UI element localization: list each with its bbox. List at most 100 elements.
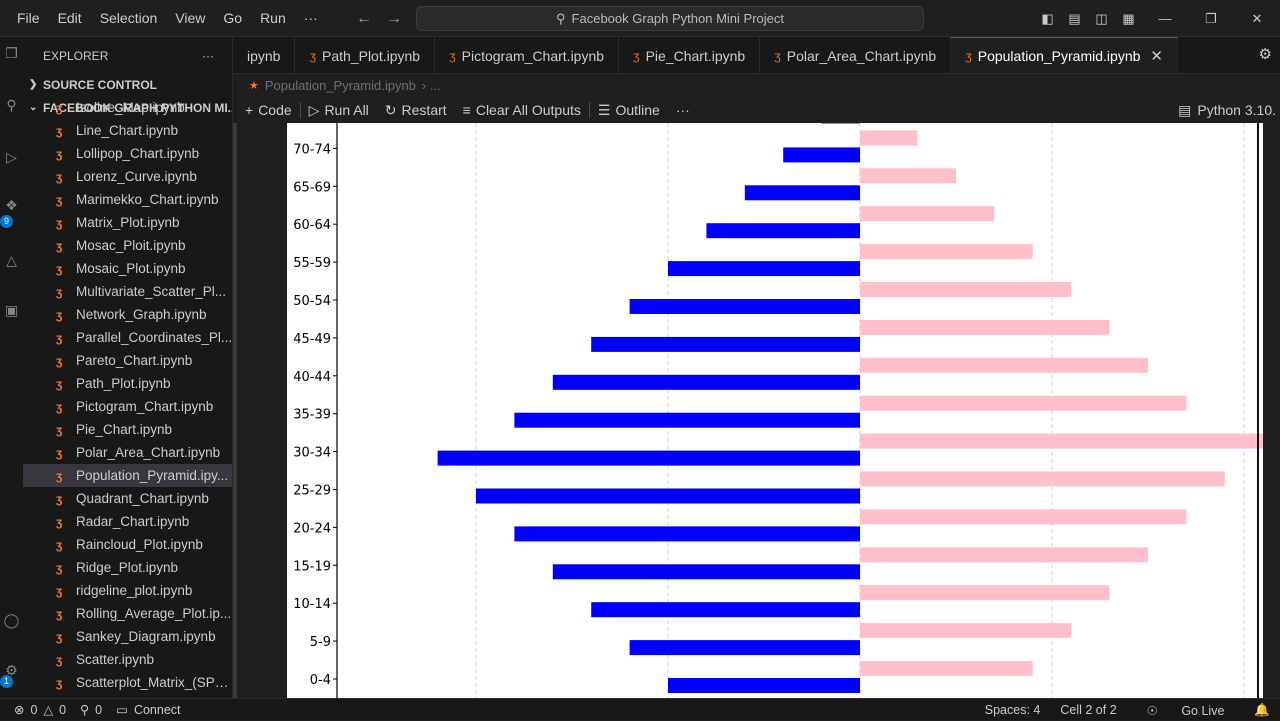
settings-gear-icon[interactable]: ⚙ bbox=[5, 662, 18, 678]
project-folder-section[interactable]: ⌄ FACEBOOK GRAPH PYTHON MI... bbox=[23, 96, 232, 119]
menu-item[interactable]: Go bbox=[223, 9, 243, 26]
toggle-panel-icon[interactable]: ▤ bbox=[1068, 10, 1081, 26]
nav-arrows: ← → bbox=[356, 0, 402, 37]
file-name: Pareto_Chart.ipynb bbox=[76, 353, 193, 368]
breadcrumb-file[interactable]: Population_Pyramid.ipynb bbox=[264, 78, 416, 93]
jupyter-file-icon: ʒ bbox=[56, 606, 63, 621]
forward-arrow-icon[interactable]: → bbox=[386, 9, 402, 27]
file-item[interactable]: ʒ Pareto_Chart.ipynb bbox=[23, 349, 232, 372]
file-item[interactable]: ʒ Pie_Chart.ipynb bbox=[23, 418, 232, 441]
file-name: Radar_Chart.ipynb bbox=[76, 514, 190, 529]
restore-icon[interactable]: ❐ bbox=[1205, 10, 1217, 26]
back-arrow-icon[interactable]: ← bbox=[356, 9, 372, 27]
source-control-section[interactable]: ❯ SOURCE CONTROL bbox=[23, 73, 157, 96]
bar-female bbox=[860, 395, 1187, 411]
file-item[interactable]: ʒ Matrix_Plot.ipynb bbox=[23, 211, 232, 234]
bar-male bbox=[668, 261, 860, 277]
menu-item[interactable]: ··· bbox=[303, 9, 318, 26]
command-center-search[interactable]: ⚲ Facebook Graph Python Mini Project bbox=[416, 6, 924, 31]
editor-tab[interactable]: ʒ Pie_Chart.ipynb bbox=[619, 37, 761, 73]
clear-outputs-button[interactable]: ≡ Clear All Outputs bbox=[455, 102, 589, 118]
file-item[interactable]: ʒ Ridge_Plot.ipynb bbox=[23, 556, 232, 579]
file-item[interactable]: ʒ Scatterplot_Matrix_(SPL... bbox=[23, 671, 232, 694]
toggle-secondary-sidebar-icon[interactable]: ◫ bbox=[1095, 10, 1108, 26]
source-control-icon[interactable]: ❖ bbox=[5, 197, 18, 213]
file-item[interactable]: ʒ Network_Graph.ipynb bbox=[23, 303, 232, 326]
account-icon[interactable]: ◯ bbox=[3, 612, 20, 628]
file-item[interactable]: ʒ Rolling_Average_Plot.ip... bbox=[23, 602, 232, 625]
jupyter-file-icon: ʒ bbox=[56, 146, 63, 161]
plus-icon: + bbox=[245, 102, 254, 118]
run-debug-icon[interactable]: ▷ bbox=[6, 149, 17, 165]
warning-icon[interactable]: △ bbox=[43, 703, 54, 717]
connect-label[interactable]: Connect bbox=[133, 702, 181, 717]
sidebar-scrollbar[interactable] bbox=[233, 123, 237, 698]
menu-item[interactable]: Selection bbox=[99, 9, 158, 26]
connect-icon[interactable]: ▭ bbox=[116, 703, 128, 717]
menu-item[interactable]: Edit bbox=[57, 9, 82, 26]
error-icon[interactable]: ⊗ bbox=[14, 703, 25, 717]
editor-tab[interactable]: ipynb bbox=[233, 37, 296, 73]
bar-male bbox=[629, 640, 860, 656]
outline-button[interactable]: ☰ Outline bbox=[590, 102, 668, 119]
testing-icon[interactable]: △ bbox=[6, 252, 17, 268]
file-item[interactable]: ʒ Quadrant_Chart.ipynb bbox=[23, 487, 232, 510]
toolbar-more-button[interactable]: ··· bbox=[668, 102, 698, 118]
menu-item[interactable]: Run bbox=[260, 9, 286, 26]
notifications-bell-icon[interactable]: 🔔 bbox=[1254, 702, 1270, 717]
menu-item[interactable]: View bbox=[175, 9, 206, 26]
minimize-icon[interactable]: — bbox=[1158, 11, 1172, 26]
breadcrumb-rest[interactable]: › ... bbox=[421, 78, 441, 93]
editor-tab[interactable]: ʒ Pictogram_Chart.ipynb bbox=[435, 37, 620, 73]
file-item[interactable]: ʒ Polar_Area_Chart.ipynb bbox=[23, 441, 232, 464]
file-item[interactable]: ʒ Lorenz_Curve.ipynb bbox=[23, 165, 232, 188]
explorer-icon[interactable]: ❐ bbox=[5, 45, 18, 61]
ports-icon[interactable]: ⚲ bbox=[80, 703, 90, 717]
file-item[interactable]: ʒ Raincloud_Plot.ipynb bbox=[23, 533, 232, 556]
menu-item[interactable]: File bbox=[17, 9, 40, 26]
error-count[interactable]: 0 bbox=[30, 702, 38, 717]
file-item[interactable]: ʒ Path_Plot.ipynb bbox=[23, 372, 232, 395]
toggle-sidebar-icon[interactable]: ◧ bbox=[1041, 10, 1054, 26]
jupyter-file-icon: ʒ bbox=[56, 330, 63, 345]
tab-close-icon[interactable]: ✕ bbox=[1150, 48, 1163, 65]
go-live-button[interactable]: ☉ Go Live bbox=[1127, 703, 1245, 718]
file-item[interactable]: ʒ Multivariate_Scatter_Pl... bbox=[23, 280, 232, 303]
file-item[interactable]: ʒ Radar_Chart.ipynb bbox=[23, 510, 232, 533]
file-item[interactable]: ʒ Sankey_Diagram.ipynb bbox=[23, 625, 232, 648]
editor-tab[interactable]: ʒ Population_Pyramid.ipynb ✕ bbox=[951, 37, 1178, 73]
file-item[interactable]: ʒ Lollipop_Chart.ipynb bbox=[23, 142, 232, 165]
editor-tab[interactable]: ʒ Polar_Area_Chart.ipynb bbox=[760, 37, 952, 73]
explorer-more-icon[interactable]: ··· bbox=[202, 48, 214, 63]
add-code-button[interactable]: + Code bbox=[237, 102, 300, 118]
extensions-icon[interactable]: ▣ bbox=[4, 302, 19, 318]
file-item[interactable]: ʒ Isoline_Map.ipynb bbox=[23, 96, 232, 119]
editor-actions-icon[interactable]: ⚙ bbox=[1258, 46, 1272, 63]
kernel-picker[interactable]: ▤ Python 3.10. bbox=[1178, 97, 1276, 123]
customize-layout-icon[interactable]: ▦ bbox=[1122, 10, 1135, 26]
run-all-button[interactable]: ▷ Run All bbox=[301, 102, 377, 119]
ports-count[interactable]: 0 bbox=[95, 702, 103, 717]
editor-tab[interactable]: ʒ Path_Plot.ipynb bbox=[295, 37, 436, 73]
file-item[interactable]: ʒ Scatter.ipynb bbox=[23, 648, 232, 671]
file-item[interactable]: ʒ Mosac_Ploit.ipynb bbox=[23, 234, 232, 257]
file-item[interactable]: ʒ ridgeline_plot.ipynb bbox=[23, 579, 232, 602]
warning-count[interactable]: 0 bbox=[59, 702, 67, 717]
spaces-indicator[interactable]: Spaces: 4 bbox=[984, 703, 1041, 717]
bar-male bbox=[552, 564, 860, 580]
cell-indicator[interactable]: Cell 2 of 2 bbox=[1060, 703, 1117, 717]
close-window-icon[interactable]: ✕ bbox=[1251, 10, 1263, 26]
file-item[interactable]: ʒ Mosaic_Plot.ipynb bbox=[23, 257, 232, 280]
editor-scrollbar[interactable] bbox=[1257, 123, 1259, 698]
file-item[interactable]: ʒ Population_Pyramid.ipy... bbox=[23, 464, 232, 487]
file-item[interactable]: ʒ Marimekko_Chart.ipynb bbox=[23, 188, 232, 211]
file-item[interactable]: ʒ Pictogram_Chart.ipynb bbox=[23, 395, 232, 418]
bar-male bbox=[706, 223, 860, 239]
file-item[interactable]: ʒ Parallel_Coordinates_Pl... bbox=[23, 326, 232, 349]
search-view-icon[interactable]: ⚲ bbox=[6, 97, 17, 113]
y-tick-label: 20-24 bbox=[293, 521, 331, 536]
jupyter-file-icon: ʒ bbox=[56, 307, 63, 322]
restart-button[interactable]: ↻ Restart bbox=[377, 102, 455, 119]
y-tick-label: 45-49 bbox=[293, 332, 331, 347]
file-item[interactable]: ʒ Line_Chart.ipynb bbox=[23, 119, 232, 142]
